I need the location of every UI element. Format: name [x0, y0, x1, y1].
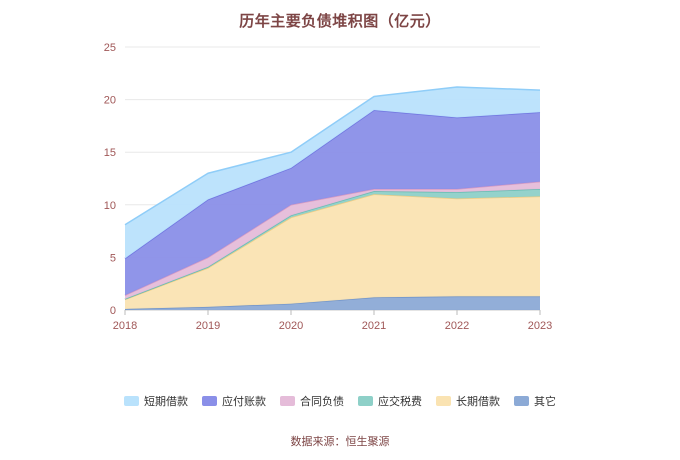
- series-areas: [124, 86, 541, 310]
- legend: 短期借款 应付账款 合同负债 应交税费 长期借款 其它: [0, 393, 680, 409]
- legend-label: 长期借款: [456, 396, 500, 408]
- x-tick-label: 2022: [445, 320, 469, 332]
- x-tick-label: 2019: [196, 320, 220, 332]
- series-area: [125, 86, 540, 259]
- x-tick-label: 2021: [362, 320, 386, 332]
- legend-label: 合同负债: [300, 396, 344, 408]
- data-source: 数据来源：恒生聚源: [290, 436, 390, 448]
- x-tick-label: 2023: [528, 320, 552, 332]
- legend-swatch-icon: [514, 396, 529, 406]
- legend-item-0[interactable]: 短期借款: [124, 393, 188, 409]
- legend-item-3[interactable]: 应交税费: [358, 393, 422, 409]
- x-tick-label: 2018: [113, 320, 137, 332]
- series-line: [124, 86, 541, 226]
- legend-item-4[interactable]: 长期借款: [436, 393, 500, 409]
- legend-item-5[interactable]: 其它: [514, 393, 556, 409]
- legend-item-2[interactable]: 合同负债: [280, 393, 344, 409]
- legend-swatch-icon: [358, 396, 373, 406]
- legend-label: 应交税费: [378, 396, 422, 408]
- y-tick-label: 25: [104, 42, 116, 54]
- series-area: [125, 194, 540, 309]
- chart-title: 历年主要负债堆积图（亿元）: [239, 13, 441, 30]
- y-tick-label: 20: [104, 95, 116, 107]
- legend-swatch-icon: [280, 396, 295, 406]
- legend-swatch-icon: [124, 396, 139, 406]
- legend-swatch-icon: [436, 396, 451, 406]
- y-tick-label: 15: [104, 147, 116, 159]
- legend-label: 其它: [534, 396, 556, 408]
- legend-label: 短期借款: [144, 396, 188, 408]
- legend-item-1[interactable]: 应付账款: [202, 393, 266, 409]
- x-tick-label: 2020: [279, 320, 303, 332]
- y-tick-label: 0: [110, 305, 116, 317]
- legend-label: 应付账款: [222, 396, 266, 408]
- series-area: [125, 110, 540, 296]
- legend-swatch-icon: [202, 396, 217, 406]
- y-tick-label: 5: [110, 252, 116, 264]
- y-tick-label: 10: [104, 200, 116, 212]
- stacked-area-chart: 0 5 10 15 20 25 2018 2019 2020 2021 2022 2023: [104, 42, 552, 332]
